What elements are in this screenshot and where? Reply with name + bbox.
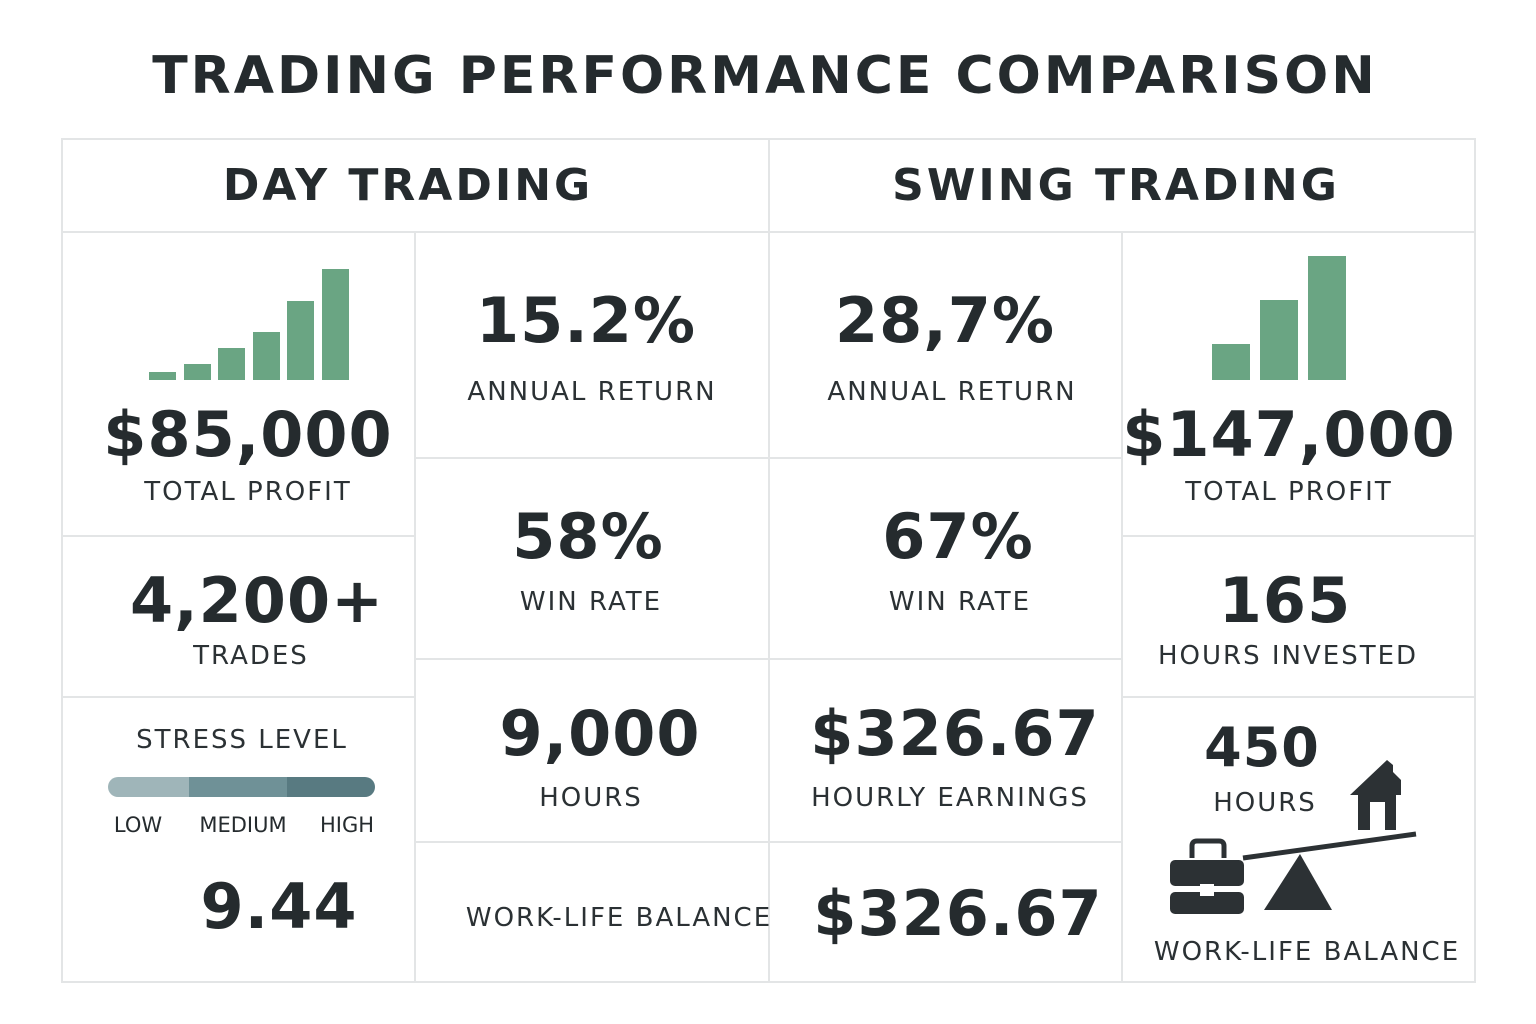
swing-win-rate-label: WIN RATE [888, 587, 1032, 617]
bar [183, 364, 211, 380]
swing-hourly-earnings-label: HOURLY EARNINGS [811, 783, 1089, 813]
divider [415, 658, 1121, 660]
bar [252, 332, 280, 380]
swing-hourly-earnings: $326.67 [810, 697, 1100, 770]
day-trades: 4,200+ [129, 564, 385, 637]
swing-trading-header: SWING TRADING [892, 160, 1340, 211]
stress-high-segment [287, 777, 375, 797]
divider [768, 138, 770, 983]
stress-high-label: HIGH [319, 813, 375, 837]
house-icon [1350, 760, 1401, 830]
stress-score: 9.44 [200, 870, 358, 943]
day-trading-header: DAY TRADING [222, 160, 594, 211]
stress-medium-label: MEDIUM [199, 813, 287, 837]
briefcase-icon [1170, 838, 1244, 914]
stress-level-bar [108, 777, 375, 797]
page-title: TRADING PERFORMANCE COMPARISON [152, 46, 1378, 106]
divider [1121, 232, 1123, 982]
stress-low-segment [108, 777, 189, 797]
day-total-profit: $85,000 [103, 398, 393, 471]
bar [1212, 343, 1250, 380]
divider [1122, 696, 1475, 698]
stress-level-label: STRESS LEVEL [136, 725, 348, 755]
swing-hourly-repeat: $326.67 [813, 877, 1103, 950]
swing-hours-invested-label: HOURS INVESTED [1157, 641, 1419, 671]
divider [61, 138, 63, 983]
bar [218, 348, 245, 380]
bar [1308, 256, 1346, 380]
swing-total-profit-label: TOTAL PROFIT [1185, 477, 1393, 507]
divider [1122, 535, 1475, 537]
swing-total-profit: $147,000 [1122, 398, 1456, 471]
work-life-balance-icon [1170, 760, 1417, 914]
divider [1474, 138, 1476, 983]
day-trades-label: TRADES [193, 641, 309, 671]
swing-work-life-label: WORK-LIFE BALANCE [1153, 937, 1461, 967]
bar [1260, 299, 1298, 380]
swing-hours-invested: 165 [1218, 564, 1352, 637]
day-annual-return: 15.2% [475, 284, 697, 357]
bar [149, 372, 176, 380]
day-annual-return-label: ANNUAL RETURN [467, 377, 717, 407]
divider [61, 696, 415, 698]
stress-medium-segment [189, 777, 287, 797]
swing-annual-return: 28,7% [834, 284, 1056, 357]
divider [414, 232, 416, 982]
day-total-profit-label: TOTAL PROFIT [144, 477, 352, 507]
stress-low-label: LOW [113, 813, 163, 837]
day-hours: 9,000 [499, 697, 701, 770]
day-win-rate: 58% [512, 500, 664, 573]
swing-win-rate: 67% [882, 500, 1034, 573]
fulcrum-icon [1264, 854, 1332, 910]
swing-hours: 450 [1204, 716, 1320, 779]
bar [321, 269, 349, 380]
seesaw-plank [1242, 831, 1417, 861]
divider [61, 535, 415, 537]
bar [287, 300, 314, 380]
divider [415, 841, 1121, 843]
day-win-rate-label: WIN RATE [519, 587, 663, 617]
swing-annual-return-label: ANNUAL RETURN [827, 377, 1077, 407]
day-hours-label: HOURS [539, 783, 643, 813]
divider [415, 457, 1121, 459]
day-work-life-label: WORK-LIFE BALANCE [465, 903, 773, 933]
swing-hours-label: HOURS [1213, 788, 1317, 818]
